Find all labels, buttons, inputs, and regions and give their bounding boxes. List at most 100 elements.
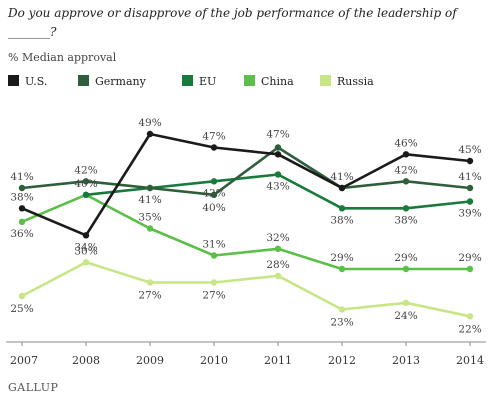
- data-point-u-s-2010: [210, 144, 218, 151]
- legend-label-eu: EU: [199, 75, 217, 88]
- x-tick-label-2009: 2009: [136, 354, 164, 367]
- data-label-china-2013: 29%: [394, 252, 417, 264]
- series-line-china: [21, 193, 470, 271]
- data-label-u-s-2007: 38%: [10, 191, 33, 203]
- data-label-germany-2014: 41%: [458, 171, 481, 183]
- legend-swatch-eu: [182, 75, 193, 86]
- data-point-u-s-2009: [146, 130, 154, 138]
- data-label-russia-2011: 28%: [266, 259, 289, 271]
- data-point-eu-2013: [402, 205, 410, 212]
- data-label-eu-2013: 38%: [394, 214, 417, 226]
- data-label-china-2011: 32%: [266, 232, 289, 244]
- legend-label-u-s: U.S.: [25, 75, 48, 88]
- chart-subtitle: % Median approval: [8, 51, 117, 64]
- data-point-u-s-2014: [466, 157, 474, 165]
- data-label-u-s-2012: 41%: [330, 171, 353, 183]
- data-label-eu-2010: 42%: [202, 187, 225, 199]
- data-label-eu-2012: 38%: [330, 214, 353, 226]
- data-label-china-2014: 29%: [458, 252, 481, 264]
- data-point-germany-2011: [274, 144, 282, 151]
- legend-swatch-u-s: [8, 75, 19, 86]
- series-line-russia: [21, 260, 471, 318]
- data-point-china-2014: [466, 265, 474, 273]
- x-tick-label-2014: 2014: [456, 354, 484, 367]
- data-point-china-2011: [274, 245, 282, 252]
- data-label-germany-2008: 42%: [74, 164, 97, 176]
- data-point-eu-2008: [82, 191, 90, 198]
- x-tick-label-2008: 2008: [72, 354, 100, 367]
- data-point-u-s-2011: [274, 151, 282, 158]
- x-tick-label-2007: 2007: [10, 354, 38, 367]
- legend-item-u-s: U.S.: [8, 75, 47, 88]
- data-point-eu-2011: [274, 171, 282, 178]
- data-point-u-s-2013: [402, 151, 410, 158]
- data-label-eu-2009: 41%: [138, 194, 161, 206]
- data-point-russia-2014: [466, 313, 474, 320]
- data-label-eu-2011: 43%: [266, 181, 289, 193]
- data-point-eu-2010: [210, 178, 218, 185]
- data-point-u-s-2008: [82, 232, 90, 239]
- data-label-russia-2014: 22%: [458, 323, 481, 335]
- data-point-germany-2010: [210, 191, 218, 198]
- data-label-u-s-2010: 47%: [202, 131, 225, 143]
- data-label-germany-2011: 47%: [266, 129, 289, 141]
- data-point-u-s-2012: [338, 184, 346, 192]
- data-point-eu-2014: [466, 198, 474, 205]
- data-label-russia-2009: 27%: [138, 290, 161, 302]
- data-label-germany-2010: 40%: [202, 202, 225, 214]
- data-point-china-2012: [338, 265, 346, 273]
- data-label-germany-2007: 41%: [10, 171, 33, 183]
- data-point-russia-2012: [338, 306, 346, 313]
- data-label-u-s-2014: 45%: [458, 144, 481, 156]
- legend-swatch-russia: [320, 75, 331, 86]
- data-label-germany-2013: 42%: [394, 164, 417, 176]
- legend-item-germany: Germany: [78, 75, 146, 88]
- gallup-logo: GALLUP: [8, 381, 59, 394]
- data-point-russia-2008: [82, 259, 90, 266]
- legend-swatch-china: [244, 75, 255, 86]
- x-tick-label-2013: 2013: [392, 354, 420, 367]
- series-line-germany: [21, 146, 471, 197]
- chart-title: Do you approve or disapprove of the job …: [8, 6, 457, 39]
- data-label-eu-2014: 39%: [458, 208, 481, 220]
- data-label-russia-2010: 27%: [202, 290, 225, 302]
- data-point-germany-2009: [146, 184, 154, 192]
- data-point-russia-2007: [18, 292, 26, 300]
- data-label-china-2009: 35%: [138, 212, 161, 224]
- data-label-u-s-2009: 49%: [138, 117, 161, 129]
- data-point-china-2010: [210, 252, 218, 259]
- data-label-u-s-2008: 34%: [74, 241, 97, 253]
- legend-item-eu: EU: [182, 75, 216, 88]
- data-point-russia-2010: [210, 279, 218, 286]
- data-point-china-2013: [402, 265, 410, 273]
- data-point-germany-2014: [466, 184, 474, 192]
- x-tick-label-2010: 2010: [200, 354, 228, 367]
- data-point-germany-2013: [402, 178, 410, 185]
- data-label-china-2007: 36%: [10, 228, 33, 240]
- data-point-russia-2009: [146, 279, 154, 286]
- x-tick-label-2012: 2012: [328, 354, 356, 367]
- data-label-russia-2008: 30%: [74, 245, 97, 257]
- legend-label-germany: Germany: [95, 75, 146, 88]
- data-point-germany-2007: [18, 184, 26, 192]
- data-point-russia-2011: [274, 272, 282, 279]
- legend-item-china: China: [244, 75, 294, 88]
- data-label-russia-2012: 23%: [330, 317, 353, 329]
- series-line-u-s: [21, 132, 471, 237]
- data-label-china-2008: 40%: [74, 178, 97, 190]
- data-label-china-2012: 29%: [330, 252, 353, 264]
- data-label-u-s-2013: 46%: [394, 137, 417, 149]
- legend-label-russia: Russia: [337, 75, 374, 88]
- data-point-u-s-2007: [18, 205, 26, 212]
- data-label-russia-2007: 25%: [10, 303, 33, 315]
- legend-swatch-germany: [78, 75, 89, 86]
- data-label-russia-2013: 24%: [394, 310, 417, 322]
- legend-item-russia: Russia: [320, 75, 374, 88]
- data-point-eu-2012: [338, 205, 346, 212]
- data-point-china-2009: [146, 225, 154, 232]
- data-point-china-2007: [18, 218, 26, 225]
- data-label-china-2010: 31%: [202, 239, 225, 251]
- legend-label-china: China: [261, 75, 294, 88]
- data-point-russia-2013: [402, 299, 410, 306]
